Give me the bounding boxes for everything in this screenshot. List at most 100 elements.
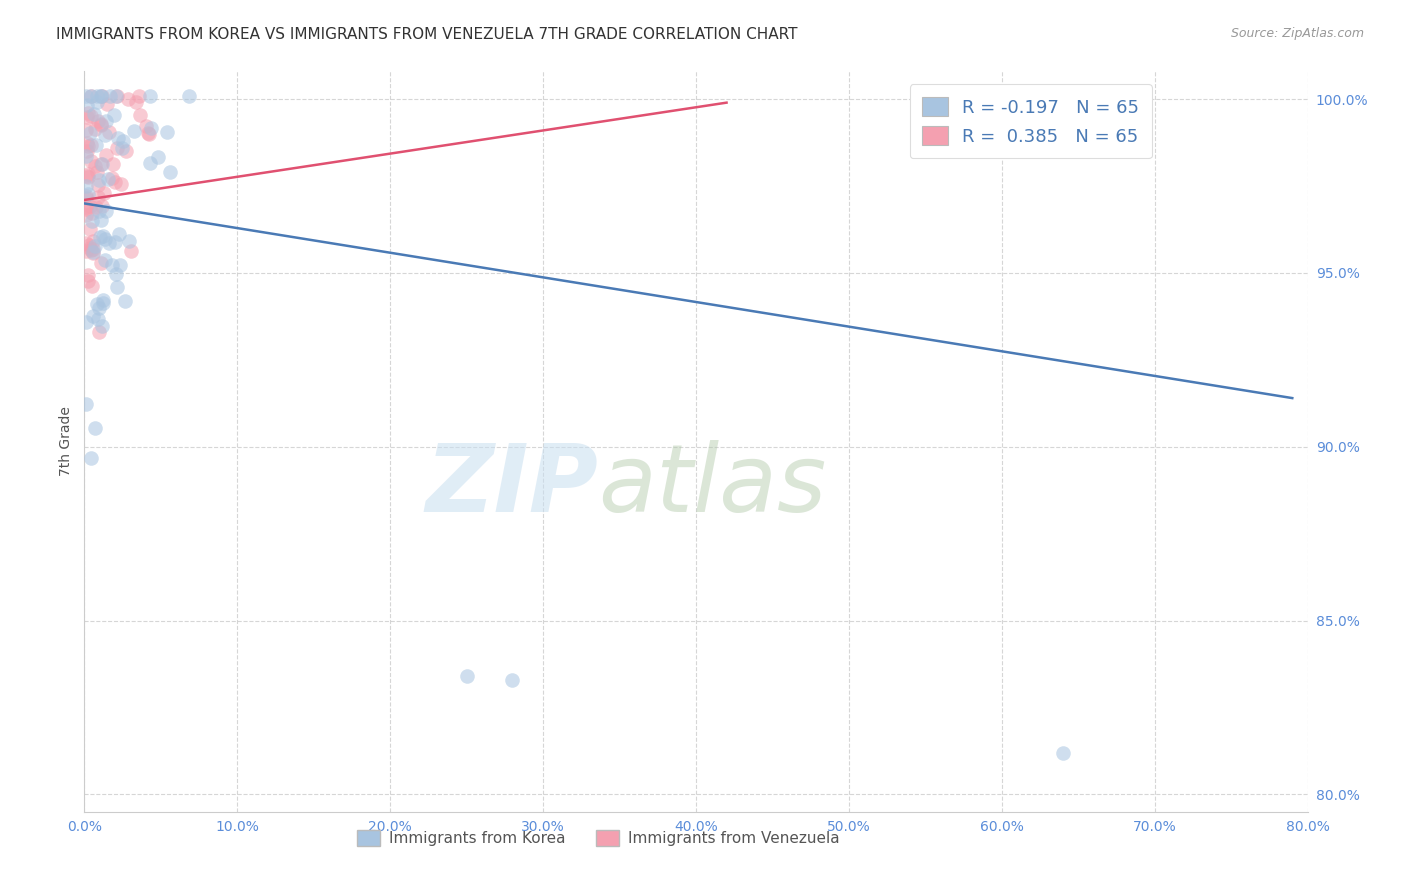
Point [138, 127, 160, 141]
Point [77, 105, 100, 120]
Point [79, 222, 101, 236]
Point [456, 669, 478, 683]
Point [82, 234, 104, 248]
Point [97, 125, 120, 139]
Point [82, 206, 104, 220]
Point [82, 309, 104, 323]
Point [80, 109, 103, 123]
Point [146, 150, 169, 164]
Point [77, 139, 100, 153]
Point [101, 156, 124, 170]
Point [90, 117, 112, 131]
Point [83, 121, 105, 136]
Point [77, 238, 100, 252]
Point [90, 88, 112, 103]
Point [91, 319, 114, 334]
Point [89, 173, 111, 187]
Point [90, 199, 112, 213]
Point [104, 267, 127, 281]
Point [135, 119, 157, 133]
Point [128, 88, 150, 103]
Point [77, 268, 100, 283]
Point [86, 95, 108, 110]
Point [118, 234, 141, 248]
Point [87, 190, 110, 204]
Point [79, 126, 101, 140]
Point [90, 156, 112, 170]
Point [108, 227, 131, 242]
Text: IMMIGRANTS FROM KOREA VS IMMIGRANTS FROM VENEZUELA 7TH GRADE CORRELATION CHART: IMMIGRANTS FROM KOREA VS IMMIGRANTS FROM… [56, 27, 797, 42]
Point [90, 256, 112, 270]
Point [90, 118, 112, 132]
Point [82, 244, 104, 259]
Point [94, 128, 117, 142]
Point [107, 130, 129, 145]
Point [75, 179, 97, 194]
Point [125, 95, 148, 109]
Text: atlas: atlas [598, 441, 827, 532]
Point [98, 236, 121, 251]
Point [97, 171, 120, 186]
Point [87, 178, 110, 192]
Point [110, 141, 132, 155]
Point [86, 88, 108, 103]
Point [75, 122, 97, 136]
Point [75, 315, 97, 329]
Point [105, 141, 128, 155]
Point [114, 293, 136, 308]
Point [93, 232, 115, 246]
Point [502, 673, 524, 687]
Point [139, 88, 162, 103]
Point [105, 88, 128, 103]
Point [77, 167, 100, 181]
Point [86, 311, 108, 326]
Point [82, 242, 104, 256]
Point [84, 200, 107, 214]
Point [80, 153, 103, 168]
Point [179, 88, 201, 103]
Point [91, 229, 114, 244]
Point [87, 203, 110, 218]
Point [75, 88, 97, 103]
Point [111, 134, 134, 148]
Point [80, 278, 103, 293]
Point [75, 149, 97, 163]
Point [86, 113, 108, 128]
Point [75, 208, 97, 222]
Text: Source: ZipAtlas.com: Source: ZipAtlas.com [1230, 27, 1364, 40]
Point [79, 137, 101, 152]
Point [90, 213, 112, 227]
Point [76, 97, 98, 112]
Point [86, 297, 108, 311]
Point [103, 108, 125, 122]
Point [139, 120, 162, 135]
Point [120, 244, 142, 258]
Point [75, 397, 97, 411]
Point [76, 145, 98, 159]
Point [117, 92, 139, 106]
Point [76, 169, 98, 183]
Point [96, 113, 118, 128]
Point [80, 243, 103, 257]
Point [79, 88, 101, 103]
Point [76, 110, 98, 124]
Point [105, 280, 128, 294]
Point [80, 214, 103, 228]
Legend: Immigrants from Korea, Immigrants from Venezuela: Immigrants from Korea, Immigrants from V… [350, 824, 845, 852]
Point [84, 159, 107, 173]
Point [138, 126, 160, 140]
Point [101, 259, 124, 273]
Point [93, 186, 115, 200]
Point [128, 108, 150, 122]
Point [80, 88, 103, 103]
Point [76, 274, 98, 288]
Point [104, 235, 127, 250]
Point [94, 148, 117, 162]
Point [86, 164, 108, 178]
Point [75, 191, 97, 205]
Point [75, 202, 97, 216]
Point [76, 136, 98, 151]
Point [114, 145, 136, 159]
Point [90, 88, 112, 103]
Point [77, 169, 100, 184]
